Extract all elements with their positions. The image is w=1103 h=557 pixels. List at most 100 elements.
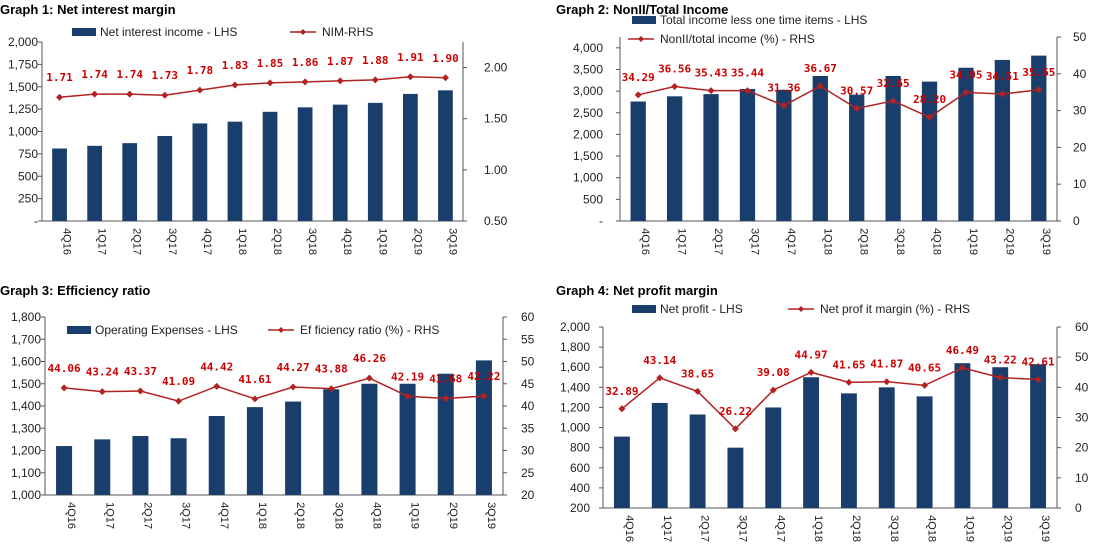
- line-point: [266, 79, 274, 87]
- right-tick-label: 1.50: [484, 112, 508, 126]
- left-tick-label: 200: [570, 501, 590, 515]
- bar: [323, 389, 340, 495]
- data-label: 32.65: [877, 77, 910, 90]
- series-line: [59, 76, 446, 98]
- left-tick-label: 800: [570, 441, 590, 455]
- bar: [52, 148, 67, 221]
- left-tick-label: 1,250: [8, 102, 38, 116]
- data-label: 41.87: [870, 358, 903, 371]
- data-label: 43.14: [643, 354, 676, 367]
- line-point: [136, 387, 144, 395]
- right-tick-label: 35: [521, 421, 535, 435]
- data-label: 1.73: [152, 69, 179, 82]
- bar: [297, 107, 313, 221]
- data-label: 41.09: [162, 375, 195, 388]
- line-point: [807, 368, 815, 376]
- line-point: [996, 374, 1004, 382]
- x-tick-label: 2Q17: [699, 515, 711, 542]
- right-tick-label: 1.00: [484, 163, 508, 177]
- x-tick-label: 3Q17: [180, 502, 192, 529]
- line-point: [404, 392, 412, 400]
- x-tick-label: 2Q18: [294, 502, 306, 529]
- legend-line-marker: [798, 306, 804, 312]
- right-tick-label: 45: [521, 377, 535, 391]
- data-label: 44.42: [200, 360, 233, 373]
- left-tick-label: 1,500: [573, 149, 603, 163]
- bar: [208, 416, 225, 495]
- line-point: [251, 395, 259, 403]
- bar: [727, 447, 744, 508]
- data-label: 30.57: [840, 85, 873, 98]
- bar: [992, 367, 1009, 508]
- line-point: [780, 102, 788, 110]
- x-tick-label: 2Q18: [271, 228, 283, 255]
- x-tick-label: 3Q19: [1039, 515, 1051, 542]
- data-label: 35.44: [731, 67, 764, 80]
- bar: [56, 446, 73, 495]
- line-point: [365, 374, 373, 382]
- left-tick-label: 1,600: [560, 360, 590, 374]
- line-point: [480, 392, 488, 400]
- x-tick-label: 4Q17: [785, 228, 797, 255]
- right-tick-label: 2.00: [484, 61, 508, 75]
- left-tick-label: 1,500: [11, 377, 41, 391]
- data-label: 1.88: [362, 54, 389, 67]
- x-tick-label: 4Q16: [61, 228, 73, 255]
- bar: [776, 89, 792, 222]
- bar: [367, 102, 383, 221]
- data-label: 44.06: [48, 362, 81, 375]
- x-tick-label: 2Q18: [858, 228, 870, 255]
- left-tick-label: 500: [583, 192, 603, 206]
- x-tick-label: 1Q17: [96, 228, 108, 255]
- bar: [1031, 55, 1047, 221]
- x-tick-label: 2Q19: [411, 228, 423, 255]
- bar: [878, 387, 895, 508]
- data-label: 40.65: [908, 361, 941, 374]
- left-tick-label: -: [599, 214, 603, 228]
- series-line: [621, 366, 1039, 430]
- data-label: 32.89: [605, 385, 638, 398]
- line-point: [175, 397, 183, 405]
- data-label: 1.87: [327, 55, 354, 68]
- line-point: [406, 73, 414, 81]
- legend-line-label: Ef ficiency ratio (%) - RHS: [300, 323, 439, 337]
- right-tick-label: 20: [521, 488, 535, 502]
- line-point: [56, 93, 64, 101]
- left-tick-label: 1,100: [11, 466, 41, 480]
- x-tick-label: 3Q18: [332, 502, 344, 529]
- line-point: [769, 386, 777, 394]
- bar: [332, 104, 348, 221]
- legend-line-label: NIM-RHS: [322, 25, 373, 39]
- bar: [246, 407, 263, 495]
- line-point: [731, 425, 739, 433]
- bar: [703, 94, 719, 221]
- data-label: 41.61: [238, 373, 271, 386]
- right-tick-label: 25: [521, 466, 535, 480]
- x-tick-label: 3Q17: [748, 228, 760, 255]
- left-tick-label: 1,700: [11, 332, 41, 346]
- chart-title: Graph 4: Net profit margin: [556, 283, 718, 298]
- data-label: 1.74: [116, 68, 143, 81]
- line-point: [441, 74, 449, 82]
- line-point: [926, 113, 934, 121]
- right-tick-label: 40: [1073, 67, 1087, 81]
- x-tick-label: 3Q19: [1040, 228, 1052, 255]
- right-tick-label: 50: [1075, 350, 1089, 364]
- x-tick-label: 4Q17: [774, 515, 786, 542]
- data-label: 1.91: [397, 51, 424, 64]
- data-label: 42.19: [391, 370, 424, 383]
- line-point: [634, 91, 642, 99]
- data-label: 43.22: [984, 354, 1017, 367]
- right-tick-label: 0: [1075, 501, 1082, 515]
- data-label: 43.24: [86, 366, 119, 379]
- x-tick-label: 2Q19: [1001, 515, 1013, 542]
- data-label: 41.68: [429, 373, 462, 386]
- x-tick-label: 2Q17: [712, 228, 724, 255]
- x-tick-label: 3Q19: [446, 228, 458, 255]
- left-tick-label: 1,000: [8, 125, 38, 139]
- x-tick-label: 3Q17: [736, 515, 748, 542]
- legend-bar-label: Total income less one time items - LHS: [660, 13, 867, 27]
- chart-title: Graph 2: NonII/Total Income: [556, 2, 728, 17]
- left-tick-label: 2,500: [573, 106, 603, 120]
- line-point: [694, 387, 702, 395]
